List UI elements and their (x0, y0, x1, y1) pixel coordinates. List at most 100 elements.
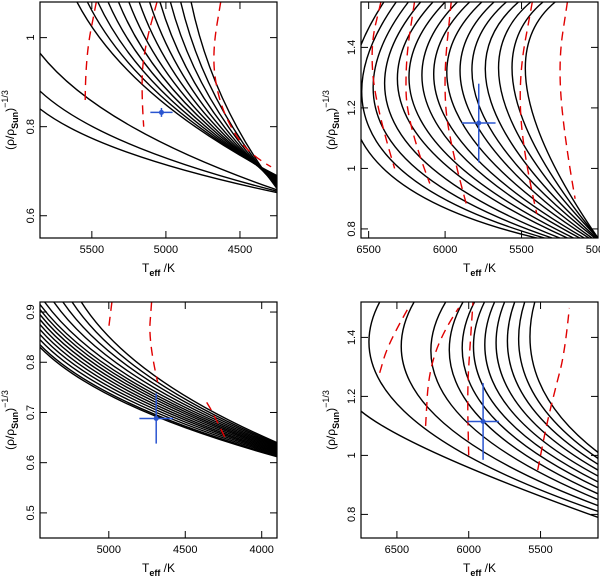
evolution-track (40, 334, 277, 455)
evolution-track (40, 344, 277, 457)
evolution-track (400, 302, 598, 507)
isochrone (379, 307, 410, 373)
x-axis-label: Teff /K (463, 261, 496, 278)
evolution-track (40, 90, 277, 192)
isochrone (84, 2, 97, 105)
y-tick-label: 1.4 (346, 40, 358, 55)
evolution-track (430, 302, 598, 501)
isochrone (424, 307, 460, 426)
evolution-track (433, 2, 585, 238)
x-tick-label: 4500 (228, 244, 252, 256)
x-tick-label: 6500 (385, 544, 409, 556)
evolution-track (472, 302, 598, 483)
evolution-track (62, 302, 277, 446)
x-tick-label: 5500 (509, 244, 533, 256)
evolution-track (180, 2, 277, 188)
evolution-track (169, 2, 277, 187)
evolution-track (361, 2, 545, 238)
y-tick-label: 0.6 (25, 208, 37, 223)
evolution-track (408, 2, 574, 238)
x-tick-label: 5500 (80, 244, 104, 256)
y-tick-label: 1 (25, 35, 37, 41)
panel-bottom-left: 5000 4500 4000 0.5 0.6 0.7 0.8 0.9 Teff /K (ρ/ρSu… (0, 301, 278, 578)
y-tick-label: 0.6 (25, 455, 37, 470)
x-tick-label: 5000 (586, 244, 600, 256)
y-tick-label: 0.8 (25, 119, 37, 134)
x-tick-label: 4500 (173, 544, 197, 556)
x-tick-label: 6000 (456, 544, 480, 556)
evolution-track (421, 2, 581, 238)
star-point (476, 120, 482, 126)
evolution-track (361, 375, 598, 519)
y-tick-label: 0.9 (25, 304, 37, 319)
evolution-track (40, 309, 277, 450)
isochrone (141, 2, 158, 127)
evolution-track (383, 2, 561, 238)
evolution-track (471, 2, 596, 238)
evolution-track (484, 2, 597, 238)
isochrone (405, 2, 431, 184)
x-axis-label: Teff /K (463, 561, 496, 578)
evolution-track (40, 339, 277, 456)
evolution-track (529, 302, 598, 453)
y-tick-label: 1 (346, 165, 358, 171)
y-axis-label: (ρ/ρSun)−1/3 (0, 390, 20, 450)
evolution-track (459, 2, 593, 238)
y-tick-label: 0.5 (25, 505, 37, 520)
star-point (158, 109, 164, 115)
axes-frame (360, 301, 599, 539)
evolution-track (128, 2, 277, 182)
panel-bottom-right: 6500 6000 5500 0.8 1 1.2 1.4 Teff /K (ρ/ρSun)−1/… (321, 301, 599, 578)
isochrone (444, 2, 468, 205)
evolution-track (44, 302, 277, 448)
axes-frame (39, 301, 278, 539)
evolution-track (524, 2, 598, 238)
x-tick-label: 6500 (356, 244, 380, 256)
plot-area (40, 2, 277, 194)
x-tick-label: 5000 (154, 244, 178, 256)
evolution-track (461, 302, 598, 489)
isochrone (559, 2, 576, 199)
y-axis-label: (ρ/ρSun)−1/3 (321, 390, 341, 450)
evolution-track (71, 302, 277, 445)
plot-area (40, 302, 277, 458)
isochrone (149, 302, 159, 383)
evolution-track (368, 302, 598, 513)
evolution-track (40, 52, 277, 191)
isochrone (206, 402, 226, 438)
x-tick-label: 5000 (97, 544, 121, 556)
y-tick-label: 0.8 (25, 355, 37, 370)
y-axis-label: (ρ/ρSun)−1/3 (0, 90, 20, 150)
isochrone (371, 2, 396, 169)
star-point (153, 415, 159, 421)
evolution-track (484, 302, 598, 477)
evolution-track (506, 302, 598, 465)
evolution-track (190, 2, 277, 190)
evolution-track (40, 108, 277, 194)
x-tick-label: 4000 (249, 544, 273, 556)
panel-top-right: 6500 6000 5500 5000 0.8 1 1.2 1.4 Teff /K (ρ/ρSun… (321, 1, 600, 278)
axes-frame (360, 1, 599, 239)
y-axis-label: (ρ/ρSun)−1/3 (321, 90, 341, 150)
y-tick-label: 1.4 (346, 330, 358, 345)
x-axis-label: Teff /K (142, 261, 175, 278)
evolution-track (495, 302, 598, 471)
star-point (480, 418, 486, 424)
evolution-track (80, 302, 277, 444)
x-tick-label: 5500 (528, 544, 552, 556)
evolution-track (40, 314, 277, 451)
plot-area (361, 2, 598, 238)
evolution-track (40, 304, 277, 449)
evolution-track (40, 319, 277, 452)
evolution-track (40, 346, 277, 458)
y-tick-label: 0.8 (346, 221, 358, 236)
evolution-track (511, 2, 598, 238)
y-tick-label: 1.2 (346, 389, 358, 404)
isochrone (467, 302, 474, 456)
isochrone (213, 2, 272, 168)
x-tick-label: 6000 (433, 244, 457, 256)
y-tick-label: 1.2 (346, 100, 358, 115)
y-tick-label: 1 (346, 452, 358, 458)
axes-frame (39, 1, 278, 239)
